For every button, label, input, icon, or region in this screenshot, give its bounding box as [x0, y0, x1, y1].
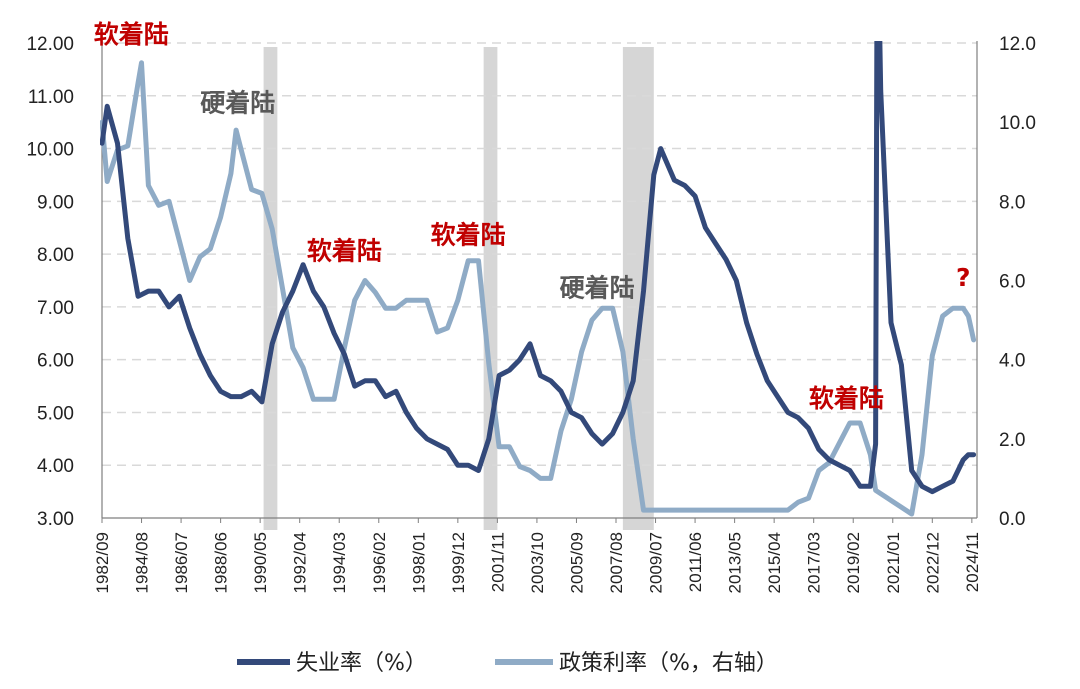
annotation-soft-landing: 软着陆	[809, 384, 884, 413]
unemployment-line	[100, 41, 977, 495]
annotation-hard-landing: 硬着陆	[560, 273, 635, 302]
y-left-tick-label: 5.00	[37, 403, 74, 424]
y-left-tick-label: 11.00	[28, 87, 74, 108]
annotation-soft-landing: 软着陆	[94, 20, 169, 49]
y-right-tick-label: 0.0	[999, 509, 1025, 530]
x-tick-label: 2013/05	[726, 532, 745, 593]
x-tick-label: 1986/07	[172, 532, 191, 593]
x-tick-label: 2015/04	[765, 532, 784, 593]
y-right-tick-label: 8.0	[999, 192, 1025, 213]
annotation-hard-landing: 硬着陆	[200, 89, 275, 118]
series-lines	[100, 41, 977, 517]
y-left-tick-label: 6.00	[37, 351, 74, 372]
y-right-tick-label: 2.0	[999, 430, 1025, 451]
gridlines	[102, 42, 977, 466]
x-tick-label: 1990/05	[251, 532, 270, 593]
legend-label-unemployment: 失业率（%）	[296, 651, 427, 676]
y-left-tick-label: 9.00	[37, 192, 74, 213]
legend: 失业率（%） 政策利率（%，右轴）	[237, 651, 778, 676]
x-tick-label: 2003/10	[528, 532, 547, 593]
y-right-tick-label: 12.0	[999, 34, 1036, 55]
recession-band	[263, 47, 278, 530]
x-tick-label: 2005/09	[567, 532, 586, 593]
y-left-tick-label: 12.00	[26, 34, 74, 55]
x-tick-label: 2011/06	[686, 532, 705, 592]
x-tick-label: 2001/11	[488, 532, 507, 592]
y-right-tick-label: 6.0	[999, 272, 1025, 293]
annotation-soft-landing: 软着陆	[431, 221, 506, 250]
annotation-soft-landing: 软着陆	[307, 236, 382, 265]
x-tick-label: 2017/03	[805, 532, 824, 593]
y-right-tick-label: 10.0	[999, 113, 1036, 134]
x-tick-label: 1994/03	[330, 532, 349, 593]
x-tick-label: 1984/08	[133, 532, 152, 593]
x-tick-label: 2009/07	[647, 532, 666, 593]
x-tick-label: 1999/12	[449, 532, 468, 593]
y-left-tick-label: 3.00	[37, 509, 74, 530]
y-left-tick-label: 7.00	[37, 298, 74, 319]
x-tick-label: 2007/08	[607, 532, 626, 593]
x-tick-label: 2019/02	[844, 532, 863, 593]
recession-band	[483, 47, 498, 530]
x-tick-label: 2022/12	[923, 532, 942, 593]
axes: 3.00 4.00 5.00 6.00 7.00 8.00 9.00 10.00 11.00 12…	[26, 34, 1036, 593]
legend-label-policy-rate: 政策利率（%，右轴）	[559, 651, 778, 676]
policy-rate-line	[100, 60, 977, 517]
x-tick-label: 1982/09	[93, 532, 112, 593]
x-tick-label: 1988/06	[212, 532, 231, 593]
x-tick-label: 2021/01	[884, 532, 903, 593]
annotation-soft-landing: ?	[956, 263, 971, 292]
y-left-tick-label: 4.00	[37, 456, 74, 477]
x-tick-label: 1992/04	[291, 532, 310, 593]
y-left-tick-label: 10.00	[26, 140, 74, 161]
y-right-tick-label: 4.0	[999, 351, 1025, 372]
x-tick-label: 1996/02	[370, 532, 389, 593]
y-left-tick-label: 8.00	[37, 245, 74, 266]
x-tick-label: 1998/01	[409, 532, 428, 593]
recession-band	[622, 47, 654, 530]
x-tick-label: 2024/11	[963, 532, 982, 592]
